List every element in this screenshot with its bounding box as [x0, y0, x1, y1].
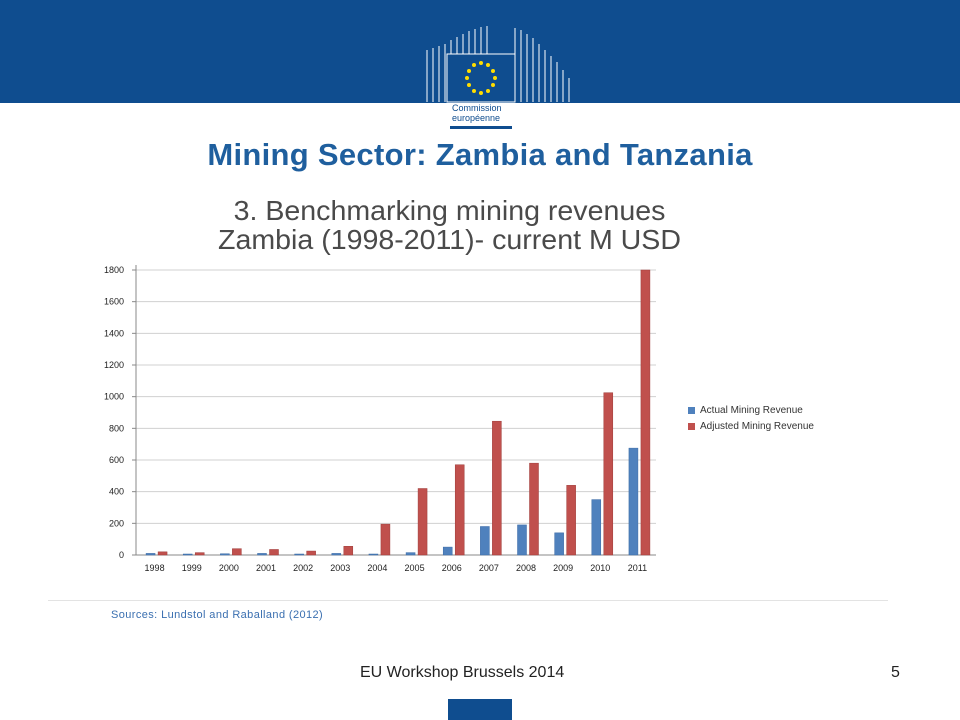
bar-adjusted-1998 [157, 551, 168, 556]
x-tick-label: 2002 [293, 563, 313, 573]
bar-actual-2011 [628, 447, 639, 556]
logo-text: Commission européenne [452, 103, 522, 123]
bar-adjusted-2006 [454, 464, 465, 556]
bar-actual-1998 [145, 553, 156, 556]
y-tick-label: 1400 [104, 328, 124, 338]
source-note: Sources: Lundstol and Raballand (2012) [111, 609, 324, 621]
y-tick-label: 200 [109, 518, 124, 528]
bar-adjusted-2011 [640, 269, 651, 556]
x-tick-label: 2006 [442, 563, 462, 573]
page-title: Mining Sector: Zambia and Tanzania [207, 137, 753, 172]
chart-title: 3. Benchmarking mining revenues Zambia (… [118, 196, 781, 254]
x-tick-label: 2011 [628, 563, 647, 573]
x-tick-label: 2001 [256, 563, 276, 573]
bar-adjusted-2010 [603, 392, 614, 556]
x-tick-label: 2010 [590, 563, 610, 573]
bar-actual-2003 [331, 553, 342, 556]
bar-actual-2004 [368, 553, 379, 556]
divider [48, 600, 888, 601]
x-tick-label: 1998 [145, 563, 165, 573]
legend-swatch-adjusted [688, 422, 695, 430]
bar-actual-2008 [517, 524, 527, 556]
legend-item-adjusted: Adjusted Mining Revenue [688, 418, 814, 434]
footer-text: EU Workshop Brussels 2014 [360, 664, 565, 681]
bottom-brand-block [448, 699, 512, 720]
bar-actual-2006 [442, 546, 453, 556]
bar-adjusted-2007 [492, 420, 502, 556]
x-tick-label: 2008 [516, 563, 536, 573]
x-tick-label: 2009 [553, 563, 573, 573]
legend-label-adjusted: Adjusted Mining Revenue [700, 420, 814, 432]
x-tick-label: 2000 [219, 563, 239, 573]
legend-swatch-actual [688, 406, 695, 414]
bar-actual-2005 [405, 552, 416, 556]
bar-actual-2001 [257, 553, 267, 556]
chart-legend: Actual Mining Revenue Adjusted Mining Re… [688, 402, 814, 434]
bar-actual-2009 [554, 532, 564, 556]
bar-adjusted-2002 [306, 550, 316, 556]
bar-adjusted-1999 [194, 552, 205, 556]
logo-line-1: Commission [452, 103, 502, 113]
bar-adjusted-2000 [232, 548, 242, 556]
y-tick-label: 1600 [104, 297, 124, 307]
bar-adjusted-2003 [343, 546, 354, 556]
bar-actual-2002 [294, 553, 304, 556]
x-tick-label: 2007 [479, 563, 499, 573]
bar-chart: 0 200 400 600 800 1000 1200 1400 1600 1800 1998 199… [104, 265, 656, 573]
chart-title-line-1: 3. Benchmarking mining revenues [233, 195, 666, 226]
bar-adjusted-2008 [529, 462, 539, 556]
y-tick-label: 1800 [104, 265, 124, 275]
x-tick-label: 2003 [330, 563, 350, 573]
y-tick-label: 0 [119, 550, 124, 560]
bar-adjusted-2009 [566, 485, 576, 556]
bar-actual-1999 [182, 553, 193, 556]
chart-title-line-2: Zambia (1998-2011)- current M USD [218, 224, 681, 255]
page-number: 5 [891, 664, 900, 681]
x-tick-label: 2005 [405, 563, 425, 573]
logo-line-2: européenne [452, 113, 501, 123]
european-commission-logo [426, 26, 570, 103]
y-tick-label: 1000 [104, 392, 124, 402]
bar-adjusted-2005 [417, 488, 428, 556]
bar-adjusted-2004 [380, 523, 391, 556]
x-tick-label: 1999 [182, 563, 202, 573]
logo-underline [450, 126, 512, 129]
bar-actual-2010 [591, 499, 602, 556]
y-tick-label: 600 [109, 455, 124, 465]
x-tick-label: 2004 [367, 563, 387, 573]
y-tick-label: 800 [109, 423, 124, 433]
y-tick-label: 1200 [104, 360, 124, 370]
bar-actual-2000 [220, 553, 230, 556]
bar-adjusted-2001 [269, 549, 279, 556]
legend-label-actual: Actual Mining Revenue [700, 404, 803, 416]
legend-item-actual: Actual Mining Revenue [688, 402, 814, 418]
bar-actual-2007 [480, 526, 490, 556]
y-tick-label: 400 [109, 487, 124, 497]
